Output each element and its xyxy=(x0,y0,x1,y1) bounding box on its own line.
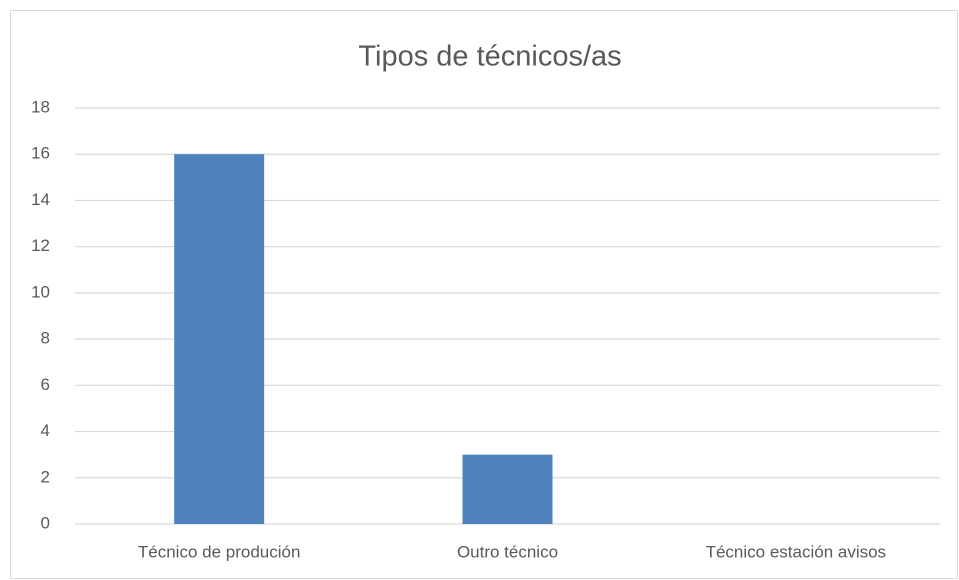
y-tick-label: 12 xyxy=(31,236,50,255)
y-tick-label: 14 xyxy=(31,190,50,209)
x-tick-label: Técnico estación avisos xyxy=(706,542,886,561)
y-tick-label: 4 xyxy=(41,421,50,440)
y-tick-label: 10 xyxy=(31,282,50,301)
bar xyxy=(174,154,265,524)
x-tick-label: Técnico de produción xyxy=(138,542,301,561)
y-tick-label: 8 xyxy=(41,329,50,348)
y-tick-label: 6 xyxy=(41,375,50,394)
bar xyxy=(462,454,553,524)
y-tick-label: 16 xyxy=(31,144,50,163)
chart-title: Tipos de técnicos/as xyxy=(358,41,621,73)
y-tick-label: 2 xyxy=(41,467,50,486)
x-tick-label: Outro técnico xyxy=(457,542,558,561)
y-tick-label: 18 xyxy=(31,97,50,116)
y-tick-label: 0 xyxy=(41,513,50,532)
